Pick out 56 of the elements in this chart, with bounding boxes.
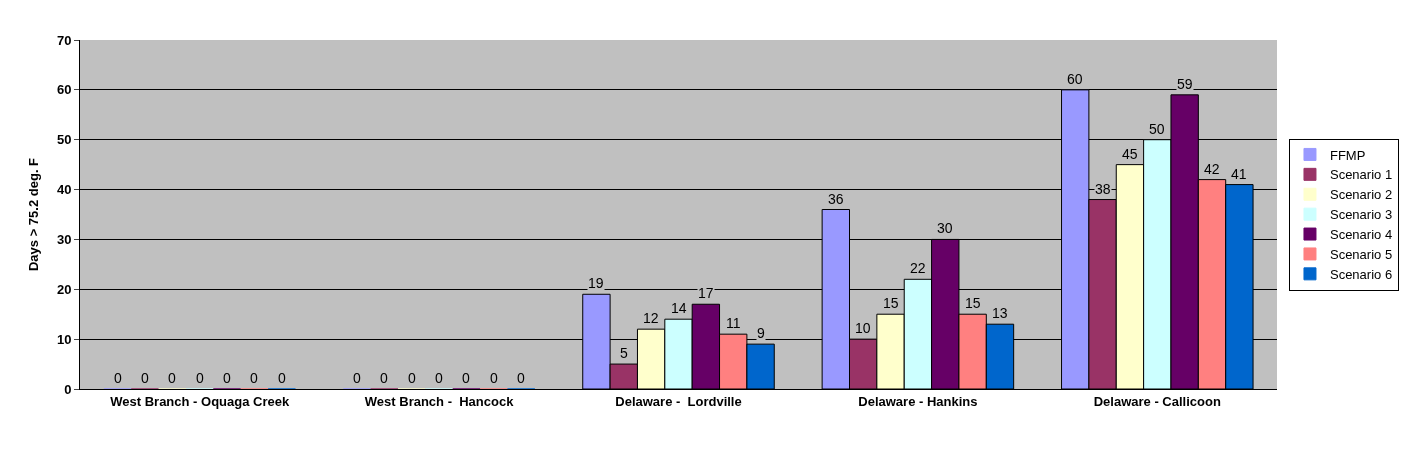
x-tick-label: West Branch - Oquaga Creek	[110, 393, 290, 409]
x-tick-label: Delaware - Callicoon	[1093, 393, 1221, 409]
data-label: 38	[1095, 181, 1111, 197]
data-label: 0	[278, 370, 286, 386]
data-label: 15	[883, 295, 899, 311]
y-tick-label: 70	[56, 32, 72, 48]
data-label: 0	[435, 370, 443, 386]
data-label: 17	[698, 285, 714, 301]
legend-label: Scenario 4	[1329, 227, 1393, 243]
legend-label: FFMP	[1329, 147, 1366, 163]
y-tick-label: 50	[56, 132, 72, 148]
data-label: 59	[1177, 76, 1193, 92]
data-label: 5	[620, 345, 628, 361]
data-label: 0	[196, 370, 204, 386]
data-label: 19	[588, 275, 604, 291]
data-label: 36	[828, 191, 844, 207]
legend-label: Scenario 5	[1329, 247, 1393, 263]
data-label: 45	[1122, 146, 1138, 162]
data-label: 0	[250, 370, 258, 386]
data-label: 0	[490, 370, 498, 386]
data-label: 30	[937, 220, 953, 236]
data-label: 0	[114, 370, 122, 386]
y-tick-label: 0	[64, 381, 72, 397]
data-label: 0	[141, 370, 149, 386]
data-label: 0	[168, 370, 176, 386]
data-label: 0	[223, 370, 231, 386]
data-label: 11	[726, 315, 741, 331]
data-label: 14	[671, 300, 687, 316]
data-label: 0	[353, 370, 361, 386]
legend-label: Scenario 3	[1329, 207, 1393, 223]
x-tick-label: Delaware - Lordville	[615, 393, 742, 409]
data-label: 22	[910, 260, 926, 276]
data-label: 42	[1204, 161, 1220, 177]
legend-label: Scenario 2	[1329, 187, 1393, 203]
y-tick-label: 30	[56, 231, 72, 247]
data-label: 41	[1231, 166, 1247, 182]
x-tick-label: West Branch - Hancock	[364, 393, 515, 409]
data-label: 0	[517, 370, 525, 386]
data-label: 50	[1149, 121, 1165, 137]
data-label: 0	[380, 370, 388, 386]
legend-label: Scenario 6	[1329, 266, 1393, 282]
y-tick-label: 20	[56, 281, 72, 297]
data-label: 0	[462, 370, 470, 386]
data-label: 60	[1067, 71, 1083, 87]
y-axis-title: Days > 75.2 deg. F	[25, 157, 41, 272]
data-label: 10	[855, 320, 871, 336]
data-label: 12	[643, 310, 659, 326]
y-tick-label: 40	[56, 182, 72, 198]
data-label: 15	[965, 295, 981, 311]
x-tick-label: Delaware - Hankins	[858, 393, 978, 409]
legend-label: Scenario 1	[1329, 167, 1393, 183]
y-tick-label: 10	[56, 331, 72, 347]
data-label: 0	[408, 370, 416, 386]
y-tick-label: 60	[56, 82, 72, 98]
data-label: 13	[992, 305, 1008, 321]
data-label: 9	[757, 325, 765, 341]
